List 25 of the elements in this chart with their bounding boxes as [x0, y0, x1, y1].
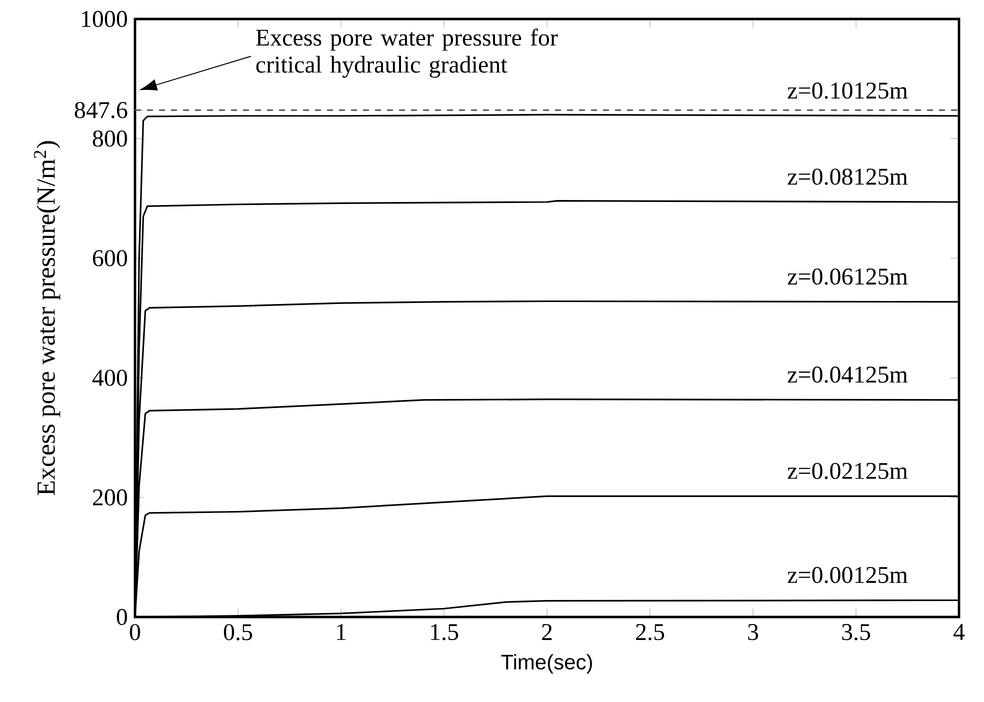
series-label: z=0.10125m — [788, 82, 908, 99]
y-tick-label: 800 — [92, 130, 128, 147]
x-tick-label: 4 — [953, 624, 965, 640]
x-axis-title: Time(sec) — [501, 654, 592, 674]
y-tick-label: 200 — [93, 489, 128, 506]
y-tick-label: 847.6 — [74, 102, 128, 118]
ref-line-label: Excess pore water pressure for critical hydraulic gradient — [256, 28, 558, 78]
x-tick-label: 1 — [337, 624, 346, 640]
x-tick-label: 0.5 — [224, 624, 252, 640]
y-tick-label: 400 — [92, 370, 128, 386]
y-axis-title: Excess pore water pressure(N/m$^{2}$) — [34, 141, 60, 496]
series-label: z=0.06125m — [788, 268, 908, 285]
series-label: z=0.00125m — [788, 566, 908, 584]
x-tick-label: 2.5 — [636, 624, 664, 640]
y-tick-label: 600 — [92, 250, 128, 266]
y-tick-label: 1000 — [82, 10, 128, 28]
x-tick-label: 0 — [130, 624, 140, 640]
series-label: z=0.04125m — [788, 366, 908, 383]
x-tick-label: 1.5 — [431, 624, 458, 640]
series-label: z=0.08125m — [788, 168, 908, 185]
x-tick-label: 2 — [542, 624, 552, 640]
x-tick-label: 3 — [748, 624, 758, 640]
series-label: z=0.02125m — [788, 462, 908, 480]
x-tick-label: 3.5 — [842, 624, 870, 640]
y-tick-label: 0 — [116, 608, 128, 626]
